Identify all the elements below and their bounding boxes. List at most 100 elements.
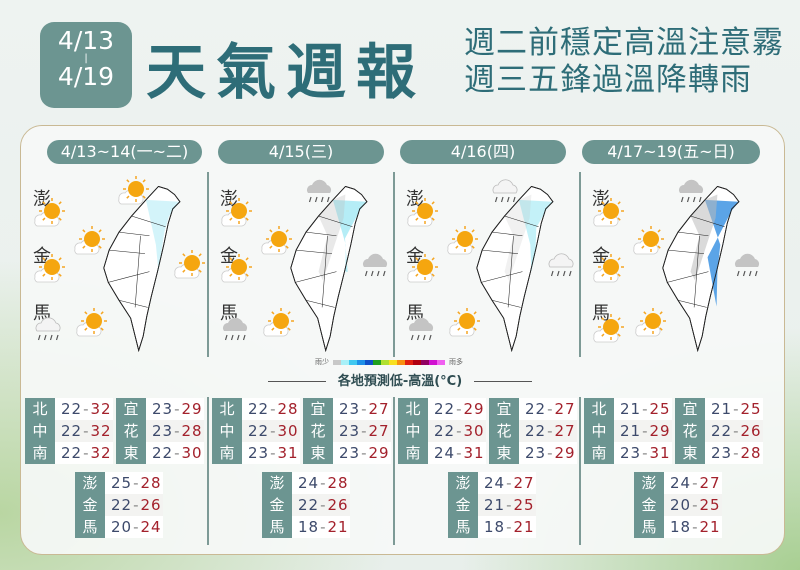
dash: - [361,422,368,440]
temp-range: 23-28 [705,442,763,464]
region-label: 宜 [303,398,333,420]
legend-swatch [397,359,405,365]
temp-low: 22 [61,422,83,440]
subtitle-line-2: 週三五鋒過溫降轉雨 [464,62,752,98]
dash: - [506,474,513,492]
temp-range: 25-28 [105,472,163,494]
island-label-penghu: 澎 [33,189,51,210]
table-row: 澎 24-27 [448,472,536,494]
temp-range: 22-26 [705,420,763,442]
table-divider [207,397,209,545]
table-row: 北 22-28 [212,398,300,420]
sun-icon [73,307,109,337]
legend-swatch [413,359,421,365]
temp-low: 18 [484,518,506,536]
table-divider [393,397,395,545]
temp-high: 32 [90,422,112,440]
temp-table-islands: 澎 24-27 金 21-25 馬 18-21 [448,472,536,538]
rain-icon [218,313,254,343]
legend-swatch [389,359,397,365]
table-row: 馬 18-21 [448,516,536,538]
dash: - [692,474,699,492]
temp-low: 22 [61,444,83,462]
legend-swatch [405,359,413,365]
region-label: 南 [212,442,242,464]
temp-high: 31 [463,444,485,462]
panel-divider [579,172,581,357]
temp-table-right: 宜 23-29 花 23-28 東 22-30 [116,398,204,464]
taiwan-outline [290,185,368,353]
temp-range: 21-25 [614,398,672,420]
region-label: 金 [75,494,105,516]
region-label: 北 [584,398,614,420]
temp-range: 22-27 [519,398,577,420]
legend-swatch [357,359,365,365]
temp-table-islands: 澎 25-28 金 22-26 馬 20-24 [75,472,163,538]
region-label: 馬 [75,516,105,538]
region-label: 花 [116,420,146,442]
region-label: 宜 [675,398,705,420]
temp-range: 23-27 [333,420,391,442]
region-label: 花 [303,420,333,442]
temp-high: 26 [140,496,162,514]
table-row: 中 22-30 [212,420,300,442]
table-row: 東 23-29 [489,442,577,464]
date-range-badge: 4/13 | 4/19 [40,22,132,108]
island-label-penghu: 澎 [592,189,610,210]
temp-range: 23-27 [333,398,391,420]
region-label: 中 [25,420,55,442]
temp-table-right: 宜 21-25 花 22-26 東 23-28 [675,398,763,464]
temp-high: 27 [554,422,576,440]
dash: - [547,400,554,418]
sun-icon [260,307,296,337]
date-start: 4/13 [57,26,115,55]
temp-high: 30 [463,422,485,440]
temp-range: 23-29 [519,442,577,464]
table-row: 馬 20-24 [75,516,163,538]
table-row: 南 23-31 [212,442,300,464]
legend-less: 雨少 [315,358,329,366]
temp-high: 24 [140,518,162,536]
temp-low: 23 [152,400,174,418]
table-row: 東 23-28 [675,442,763,464]
temp-range: 23-31 [614,442,672,464]
region-label: 金 [262,494,292,516]
region-label: 宜 [116,398,146,420]
temp-range: 22-26 [292,494,350,516]
region-label: 東 [116,442,146,464]
dash: - [174,400,181,418]
temp-range: 24-28 [292,472,350,494]
dash: - [361,444,368,462]
table-row: 中 22-32 [25,420,113,442]
sun-icon [218,253,254,283]
temp-high: 30 [181,444,203,462]
dash: - [733,444,740,462]
table-row: 南 24-31 [398,442,486,464]
legend-swatch [421,359,429,365]
temp-high: 25 [513,496,535,514]
sun-icon [404,253,440,283]
temp-range: 21-25 [478,494,536,516]
dash: - [133,496,140,514]
island-label-penghu: 澎 [406,189,424,210]
region-label: 花 [489,420,519,442]
temp-low: 21 [711,400,733,418]
rain-legend: 雨少 雨多 [315,357,463,367]
temp-high: 28 [140,474,162,492]
sun-icon [630,225,666,255]
dash: - [506,496,513,514]
temp-low: 24 [434,444,456,462]
dash: - [320,496,327,514]
temp-high: 28 [740,444,762,462]
rain-icon [302,175,338,205]
region-label: 金 [634,494,664,516]
dash: - [733,422,740,440]
table-row: 北 21-25 [584,398,672,420]
legend-swatch [373,359,381,365]
region-label: 馬 [262,516,292,538]
taiwan-rain-map [476,185,554,353]
temp-low: 22 [111,496,133,514]
sun-icon [218,197,254,227]
region-label: 南 [584,442,614,464]
dash: - [733,400,740,418]
